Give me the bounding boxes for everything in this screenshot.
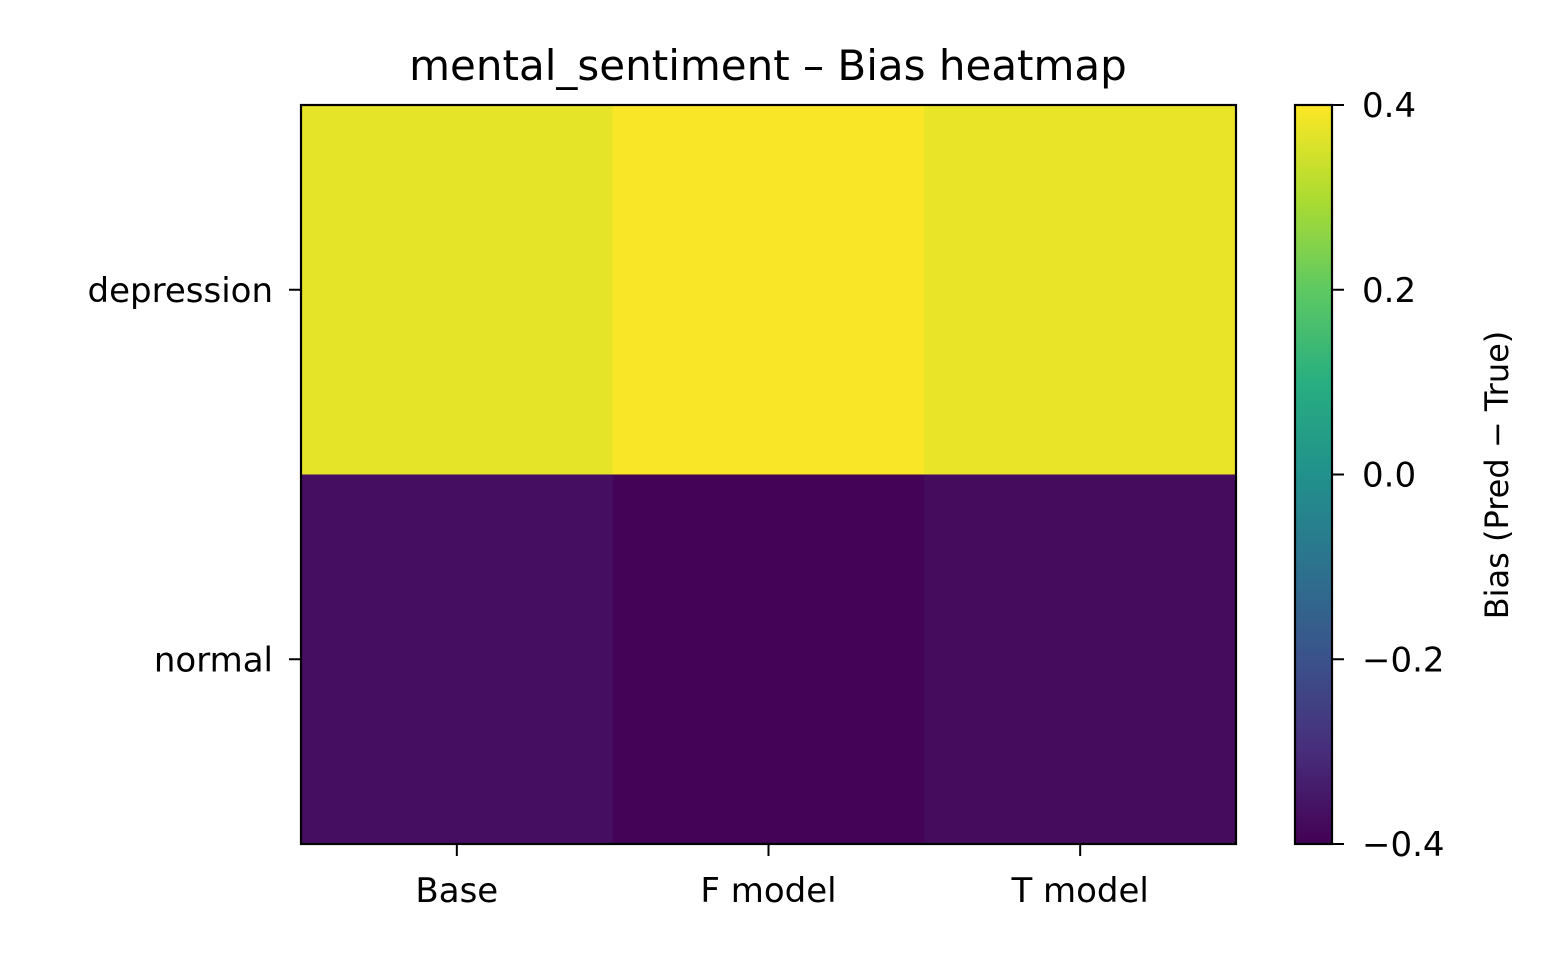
y-axis-ticks: depression normal xyxy=(88,271,301,680)
x-tick-label: T model xyxy=(1010,871,1148,911)
colorbar-tick-label: 0.4 xyxy=(1362,86,1416,126)
y-tick-label: depression xyxy=(88,271,273,311)
colorbar-tick-label: 0.2 xyxy=(1362,271,1416,311)
colorbar-ticks: −0.4 −0.2 0.0 0.2 0.4 xyxy=(1332,86,1445,865)
heatmap-cell-depression-t-model xyxy=(924,105,1237,475)
colorbar xyxy=(1295,105,1332,844)
y-tick-label: normal xyxy=(154,640,273,680)
heatmap-cell-normal-t-model xyxy=(924,474,1237,845)
colorbar-tick-label: 0.0 xyxy=(1362,456,1416,496)
heatmap-cell-normal-f-model xyxy=(612,474,925,845)
heatmap-cells xyxy=(301,105,1237,845)
x-axis-ticks: Base F model T model xyxy=(415,844,1149,911)
x-tick-label: Base xyxy=(415,871,498,911)
colorbar-tick-label: −0.2 xyxy=(1362,640,1445,680)
colorbar-tick-label: −0.4 xyxy=(1362,825,1445,865)
x-tick-label: F model xyxy=(700,871,836,911)
heatmap-cell-depression-f-model xyxy=(612,105,925,475)
heatmap-cell-depression-base xyxy=(301,105,614,475)
heatmap-cell-normal-base xyxy=(301,474,614,845)
chart-title: mental_sentiment – Bias heatmap xyxy=(409,41,1127,90)
colorbar-label: Bias (Pred − True) xyxy=(1478,331,1516,620)
